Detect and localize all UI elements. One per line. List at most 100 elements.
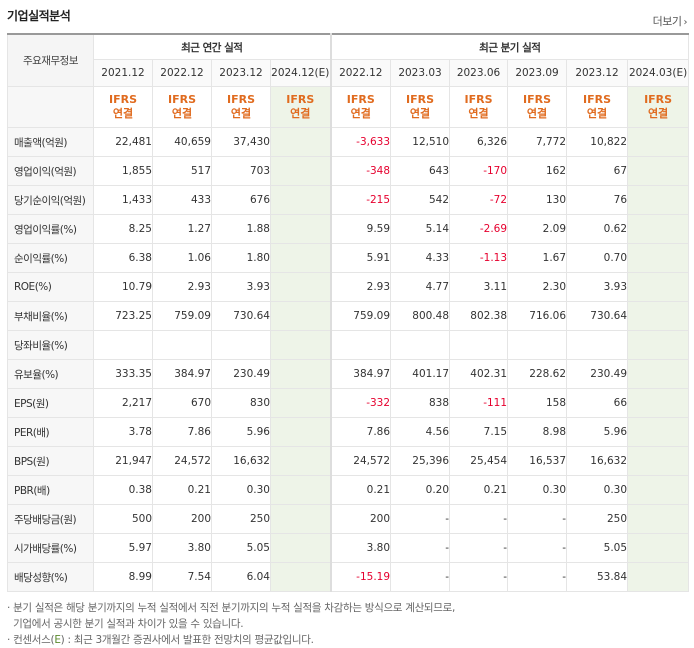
quarter-value: 9.59 [329,214,392,244]
annual-value: 830 [211,388,271,418]
quarter-value: - [449,504,509,534]
annual-value [269,185,332,215]
annual-value: 1,855 [93,156,153,186]
annual-value: 5.05 [211,533,271,563]
table-row: 유보율(%) 333.35 384.97 230.49 384.97 401.17 402.… [7,359,690,389]
annual-value: 2,217 [93,388,153,418]
quarter-period-4: 2023.12 [566,59,629,87]
quarter-value: 24,572 [329,446,392,476]
table-row: PER(배) 3.78 7.86 5.96 7.86 4.56 7.15 8.98 5.96 [7,417,690,447]
quarter-value: -15.19 [329,562,392,592]
more-link[interactable]: 더보기 › [653,13,688,29]
annual-value [269,533,332,563]
annual-value [269,243,332,273]
table-row: 시가배당률(%) 5.97 3.80 5.05 3.80- - -5.05 [7,533,690,563]
ifrs-cell: IFRS 연결 [390,86,451,128]
quarter-value: 12,510 [390,127,451,157]
quarter-value: 2.93 [329,272,392,302]
table-row: ROE(%) 10.79 2.93 3.93 2.93 4.77 3.11 2.30 3.93 [7,272,690,302]
quarter-value [627,533,690,563]
annual-value [269,156,332,186]
quarter-value [627,330,690,360]
annual-value: 8.25 [93,214,153,244]
quarter-value [627,417,690,447]
quarter-period-0: 2022.12 [329,59,392,87]
quarter-value [627,359,690,389]
quarter-value: 3.93 [566,272,629,302]
annual-value: 433 [152,185,212,215]
row-label: 영업이익률(%) [7,214,94,244]
quarter-value: 162 [507,156,568,186]
quarter-value: 384.97 [329,359,392,389]
annual-value: 24,572 [152,446,212,476]
annual-value: 3.78 [93,417,153,447]
annual-value: 250 [211,504,271,534]
quarter-value: 67 [566,156,629,186]
quarter-value: 66 [566,388,629,418]
quarter-value: - [507,562,568,592]
consolidated-label: 연결 [526,107,548,120]
annual-value: 1,433 [93,185,153,215]
quarter-value: 838 [390,388,451,418]
ifrs-row-label [7,86,94,128]
table-row: 부채비율(%) 723.25 759.09 730.64 759.09 800.48 802… [7,301,690,331]
ifrs-cell: IFRS 연결 [627,86,690,128]
annual-value: 21,947 [93,446,153,476]
ifrs-label: IFRS [286,93,315,106]
quarter-value: 5.14 [390,214,451,244]
quarter-value: - [390,504,451,534]
ifrs-label: IFRS [109,93,137,106]
annual-value: 7.86 [152,417,212,447]
annual-period-2: 2023.12 [211,59,271,87]
quarter-value: 16,537 [507,446,568,476]
quarter-value: 643 [390,156,451,186]
quarter-value: -2.69 [449,214,509,244]
quarter-period-2: 2023.06 [449,59,509,87]
table-row: 배당성향(%) 8.99 7.54 6.04 -15.19- - -53.84 [7,562,690,592]
quarter-value: -111 [449,388,509,418]
quarter-period-1: 2023.03 [390,59,451,87]
footnotes: · 분기 실적은 해당 분기까지의 누적 실적에서 직전 분기까지의 누적 실적… [7,600,455,648]
quarter-value: 3.11 [449,272,509,302]
quarter-value: 7.86 [329,417,392,447]
quarter-value [627,475,690,505]
quarter-value: 0.20 [390,475,451,505]
quarter-value [449,330,509,360]
annual-value [269,475,332,505]
quarter-value: 228.62 [507,359,568,389]
annual-value: 5.96 [211,417,271,447]
annual-value [269,504,332,534]
annual-value: 40,659 [152,127,212,157]
quarter-value: 5.91 [329,243,392,273]
financial-table: 주요재무정보 최근 연간 실적 최근 분기 실적 2021.12 2022.12 2… [7,33,690,592]
quarter-value: 76 [566,185,629,215]
annual-value: 703 [211,156,271,186]
quarter-value: 7,772 [507,127,568,157]
quarter-value: -72 [449,185,509,215]
ifrs-cell: IFRS 연결 [507,86,568,128]
table-row: PBR(배) 0.38 0.21 0.30 0.21 0.20 0.21 0.30 0.30 [7,475,690,505]
annual-value: 10.79 [93,272,153,302]
annual-value: 230.49 [211,359,271,389]
quarter-value [627,562,690,592]
table-row: 주당배당금(원) 500 200 250 200- - -250 [7,504,690,534]
quarter-value: - [390,533,451,563]
quarter-value [329,330,392,360]
row-label: 매출액(억원) [7,127,94,157]
row-label: 유보율(%) [7,359,94,389]
quarter-value: 0.62 [566,214,629,244]
ifrs-label: IFRS [464,93,493,106]
quarter-value: 0.30 [507,475,568,505]
annual-value [269,417,332,447]
ifrs-cell: IFRS 연결 [93,86,153,128]
annual-value [152,330,212,360]
annual-value: 333.35 [93,359,153,389]
row-label: PBR(배) [7,475,94,505]
row-label: 순이익률(%) [7,243,94,273]
footnote-1: · 분기 실적은 해당 분기까지의 누적 실적에서 직전 분기까지의 누적 실적… [7,602,456,614]
ifrs-label: IFRS [227,93,255,106]
quarter-value [627,301,690,331]
consolidated-label: 연결 [409,107,431,120]
chevron-right-icon: › [683,17,688,28]
